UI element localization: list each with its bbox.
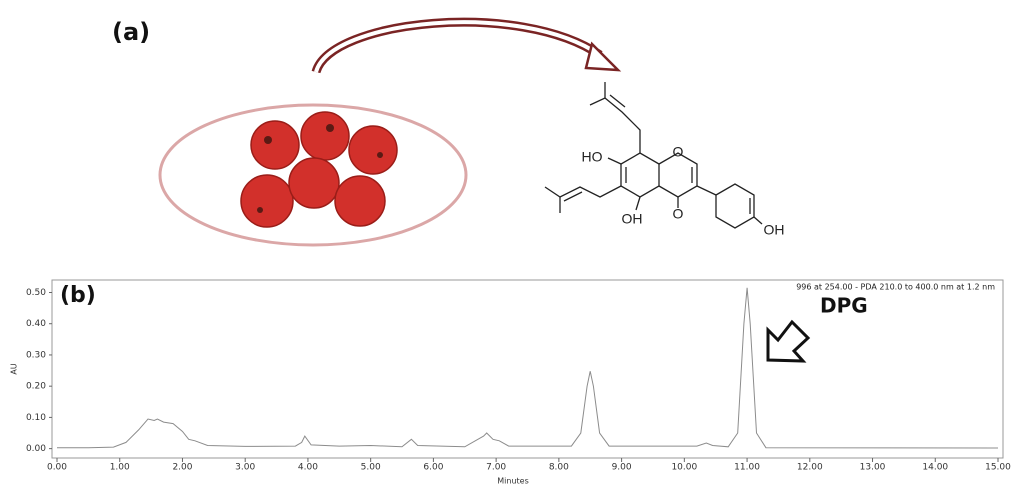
y-tick-label: 0.20 [26, 382, 46, 392]
y-tick-label: 0.00 [26, 444, 46, 454]
peak-label: DPG [820, 294, 868, 318]
x-tick-label: 14.00 [922, 463, 948, 473]
plot-frame [51, 279, 1004, 459]
x-tick-label: 9.00 [612, 463, 632, 473]
x-tick-label: 12.00 [797, 463, 823, 473]
y-tick-label: 0.40 [26, 319, 46, 329]
sample-ellipse [158, 103, 468, 247]
x-tick-label: 7.00 [486, 463, 506, 473]
x-tick-label: 2.00 [172, 463, 192, 473]
x-axis-label: Minutes [497, 477, 529, 486]
atom-label: OH [622, 211, 643, 227]
x-tick-label: 5.00 [361, 463, 381, 473]
x-tick-label: 1.00 [110, 463, 130, 473]
x-tick-label: 13.00 [860, 463, 886, 473]
panel-label: (b) [60, 283, 96, 308]
transfer-arrow [311, 17, 622, 74]
x-tick-label: 6.00 [423, 463, 443, 473]
x-tick-label: 3.00 [235, 463, 255, 473]
structure [544, 82, 763, 229]
annotation: 996 at 254.00 - PDA 210.0 to 400.0 nm at… [796, 283, 995, 292]
y-tick-label: 0.30 [26, 350, 46, 360]
x-tick-label: 11.00 [734, 463, 760, 473]
atom-label: HO [582, 149, 603, 165]
x-tick-label: 4.00 [298, 463, 318, 473]
atom-label: O [673, 144, 684, 160]
y-tick-label: 0.50 [26, 288, 46, 298]
y-axis-label: AU [10, 363, 19, 374]
panel-label: (a) [112, 18, 150, 46]
x-tick-label: 0.00 [47, 463, 67, 473]
chromatogram-trace [57, 287, 999, 449]
x-tick-label: 8.00 [549, 463, 569, 473]
x-tick-label: 10.00 [671, 463, 697, 473]
y-tick-label: 0.10 [26, 413, 46, 423]
x-tick-label: 15.00 [985, 463, 1011, 473]
atom-label: OH [764, 222, 785, 238]
peak-arrow [766, 319, 811, 363]
atom-label: O [673, 206, 684, 222]
berries [240, 111, 398, 228]
